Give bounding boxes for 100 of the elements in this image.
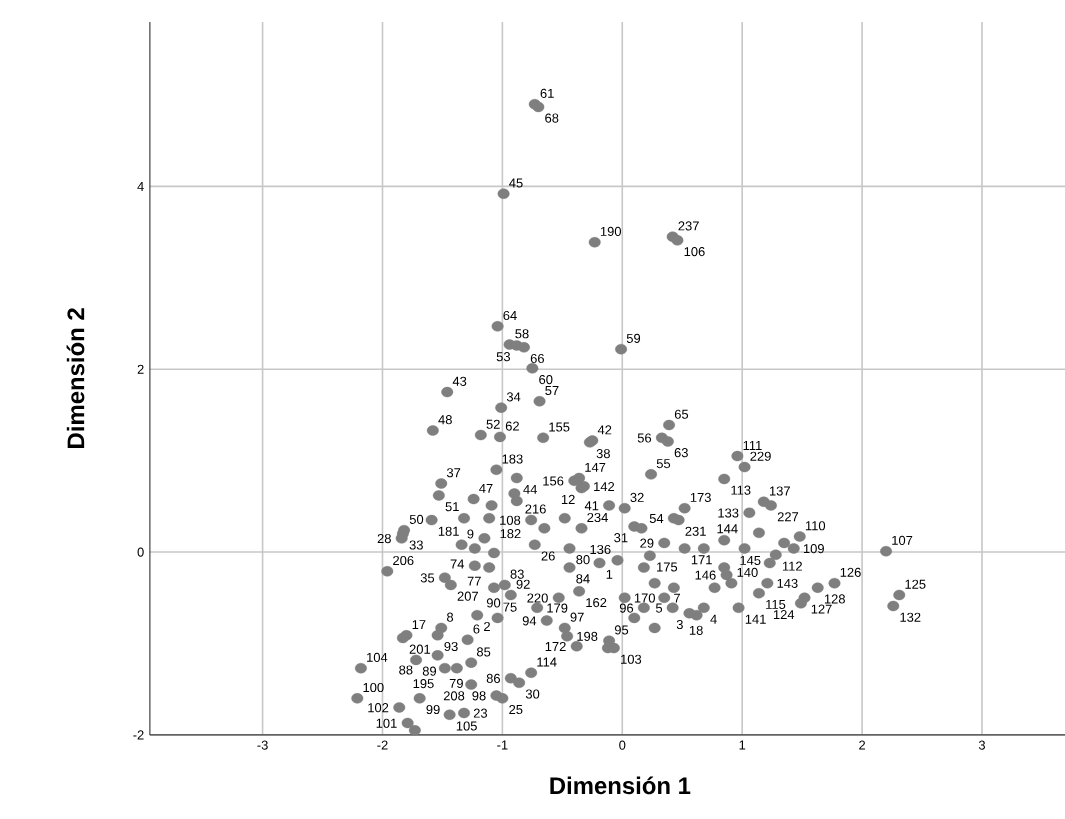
annotation: 51 <box>445 502 459 512</box>
annotation: 68 <box>545 113 559 123</box>
annotation: 114 <box>537 657 557 667</box>
annotation: 5 <box>655 603 663 613</box>
annotation: 195 <box>413 678 434 689</box>
annotation: 23 <box>473 708 488 718</box>
x-tick-label: -1 <box>497 740 508 750</box>
annotation: 65 <box>674 409 689 419</box>
annotation: 141 <box>745 614 766 624</box>
annotation: 53 <box>496 352 511 362</box>
annotation: 6 <box>473 624 480 634</box>
annotation: 62 <box>505 421 519 431</box>
annotation: 107 <box>892 535 913 545</box>
annotation: 9 <box>467 529 474 539</box>
annotation: 86 <box>486 673 501 684</box>
annotation: 75 <box>503 602 517 612</box>
y-axis-title: Dimensión 2 <box>66 308 85 448</box>
annotation: 33 <box>409 540 423 550</box>
annotation: 30 <box>525 689 540 699</box>
annotation: 126 <box>840 567 861 577</box>
annotation: 35 <box>420 573 435 583</box>
annotation: 85 <box>476 647 491 657</box>
annotation: 18 <box>689 625 703 635</box>
y-tick-label: 4 <box>137 181 144 191</box>
annotation: 58 <box>515 329 529 339</box>
annotation: 175 <box>657 562 678 572</box>
x-tick-label: 2 <box>859 740 866 750</box>
annotation: 37 <box>446 468 461 478</box>
annotation: 56 <box>637 433 652 443</box>
annotation: 101 <box>376 718 397 728</box>
annotation: 45 <box>509 178 523 188</box>
annotation: 66 <box>530 353 545 364</box>
annotation: 43 <box>452 376 467 386</box>
annotation: 63 <box>674 448 688 458</box>
annotation: 89 <box>422 666 437 676</box>
annotation: 12 <box>561 494 575 504</box>
annotation: 77 <box>467 576 481 586</box>
annotation: 8 <box>447 612 454 622</box>
annotation: 207 <box>457 591 478 601</box>
annotation: 156 <box>543 476 564 486</box>
annotation: 144 <box>717 524 738 534</box>
annotation: 182 <box>500 529 521 539</box>
y-tick-label: -2 <box>133 730 144 740</box>
annotation: 115 <box>766 599 786 609</box>
annotation: 95 <box>614 625 629 635</box>
annotation: 84 <box>576 574 590 584</box>
x-tick-label: 3 <box>978 740 986 750</box>
annotation: 179 <box>547 603 568 613</box>
annotation: 48 <box>438 415 452 425</box>
annotation: 111 <box>743 440 762 450</box>
annotation: 124 <box>773 610 795 620</box>
annotation: 206 <box>393 555 414 566</box>
annotation: 127 <box>811 604 832 614</box>
annotation: 7 <box>674 593 680 603</box>
annotation: 100 <box>363 682 384 693</box>
annotation: 105 <box>456 721 477 731</box>
x-axis-title: Dimensión 1 <box>550 776 691 795</box>
annotation: 109 <box>803 544 824 554</box>
annotation: 155 <box>549 422 570 432</box>
annotation: 74 <box>450 559 465 569</box>
x-tick-label: -2 <box>377 740 388 750</box>
x-tick-label: 0 <box>619 740 626 750</box>
annotation: 55 <box>656 459 671 469</box>
annotation: 234 <box>587 512 608 523</box>
annotation: 47 <box>479 483 493 493</box>
annotation: 108 <box>500 515 521 525</box>
annotation: 52 <box>486 419 500 429</box>
annotation: 60 <box>539 374 553 385</box>
annotation: 170 <box>634 593 655 603</box>
annotation: 97 <box>570 612 584 622</box>
annotation: 104 <box>367 652 388 662</box>
x-tick-label: -3 <box>257 740 268 750</box>
annotation: 132 <box>900 612 921 622</box>
annotation: 50 <box>409 514 424 524</box>
annotation: 110 <box>805 521 826 531</box>
annotation: 94 <box>522 616 537 626</box>
annotation: 44 <box>523 484 537 494</box>
annotation: 106 <box>684 246 705 257</box>
annotation: 1 <box>606 569 613 579</box>
annotation: 146 <box>695 570 716 580</box>
annotation: 2 <box>484 621 490 631</box>
annotation: 142 <box>594 482 615 492</box>
y-tick-label: 0 <box>137 547 144 557</box>
annotation: 90 <box>486 598 501 608</box>
annotation: 64 <box>503 310 517 321</box>
annotation: 183 <box>502 454 523 464</box>
annotation: 237 <box>678 221 699 231</box>
annotation: 61 <box>540 88 554 98</box>
annotation: 128 <box>824 594 845 604</box>
annotation: 17 <box>412 620 426 630</box>
annotation: 59 <box>626 333 641 343</box>
annotation: 162 <box>586 598 607 608</box>
annotation: 220 <box>527 593 548 603</box>
annotation: 54 <box>649 514 664 524</box>
annotation: 172 <box>545 641 566 652</box>
annotation: 143 <box>777 578 798 588</box>
annotation: 96 <box>619 603 634 613</box>
annotation: 103 <box>621 654 642 664</box>
annotation: 29 <box>640 538 654 548</box>
annotation: 231 <box>685 526 706 536</box>
